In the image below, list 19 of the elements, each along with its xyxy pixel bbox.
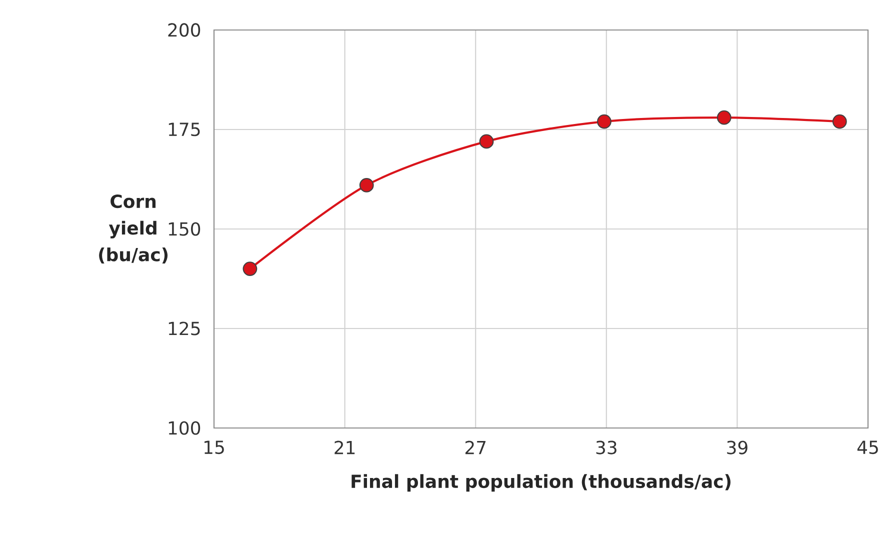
y-tick-label: 100 <box>168 421 200 435</box>
point <box>832 114 847 129</box>
y-axis-title: Corn yield (bu/ac) <box>99 194 168 264</box>
point <box>479 134 494 149</box>
y-tick-label: 150 <box>168 222 200 236</box>
point <box>716 110 732 125</box>
x-tick-label: 21 <box>334 440 355 454</box>
x-tick-label: 27 <box>465 440 486 454</box>
point <box>359 178 374 192</box>
x-tick-label: 39 <box>727 440 748 454</box>
point <box>597 114 612 129</box>
y-tick-label: 125 <box>168 322 200 336</box>
x-axis-title: Final plant population (thousands/ac) <box>352 474 730 492</box>
x-tick-label: 45 <box>857 440 878 454</box>
y-tick-label: 175 <box>168 122 200 136</box>
x-tick-label: 33 <box>596 440 616 454</box>
point <box>242 262 258 276</box>
x-tick-label: 15 <box>204 440 224 454</box>
y-tick-label: 200 <box>168 23 200 37</box>
